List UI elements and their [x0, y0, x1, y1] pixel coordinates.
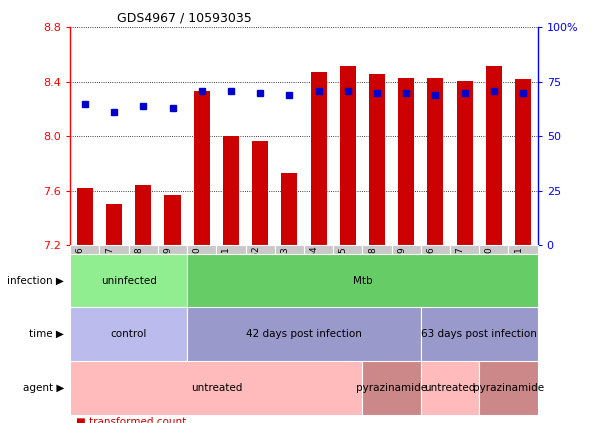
Bar [223, 137, 239, 245]
FancyBboxPatch shape [479, 361, 538, 415]
Text: GSM1165963: GSM1165963 [280, 246, 290, 307]
Text: GSM1165962: GSM1165962 [251, 246, 260, 306]
FancyBboxPatch shape [187, 245, 216, 254]
FancyBboxPatch shape [70, 245, 100, 254]
FancyBboxPatch shape [158, 245, 187, 254]
FancyBboxPatch shape [421, 245, 450, 254]
FancyBboxPatch shape [216, 245, 246, 254]
Text: GSM1165966: GSM1165966 [426, 246, 436, 307]
Bar [135, 185, 152, 245]
FancyBboxPatch shape [508, 245, 538, 254]
Text: untreated: untreated [425, 383, 476, 393]
FancyBboxPatch shape [129, 245, 158, 254]
FancyBboxPatch shape [362, 245, 392, 254]
Text: GSM1165956: GSM1165956 [76, 246, 85, 307]
Bar [194, 91, 210, 245]
Bar [310, 72, 327, 245]
FancyBboxPatch shape [333, 245, 362, 254]
Bar [369, 74, 385, 245]
FancyBboxPatch shape [450, 245, 479, 254]
Text: GSM1165961: GSM1165961 [222, 246, 231, 307]
Text: GSM1165971: GSM1165971 [514, 246, 523, 307]
Text: uninfected: uninfected [101, 276, 156, 286]
Text: GSM1165964: GSM1165964 [310, 246, 318, 306]
Text: pyrazinamide: pyrazinamide [473, 383, 544, 393]
FancyBboxPatch shape [421, 308, 538, 361]
Text: 42 days post infection: 42 days post infection [246, 329, 362, 339]
FancyBboxPatch shape [479, 245, 508, 254]
Text: GSM1165958: GSM1165958 [134, 246, 144, 307]
Text: untreated: untreated [191, 383, 242, 393]
Text: GSM1165957: GSM1165957 [105, 246, 114, 307]
FancyBboxPatch shape [246, 245, 275, 254]
Text: GSM1165965: GSM1165965 [338, 246, 348, 307]
Bar [252, 140, 268, 245]
Text: GSM1165967: GSM1165967 [456, 246, 464, 307]
Text: infection ▶: infection ▶ [7, 276, 64, 286]
FancyBboxPatch shape [421, 361, 479, 415]
FancyBboxPatch shape [304, 245, 333, 254]
Text: Mtb: Mtb [353, 276, 372, 286]
FancyBboxPatch shape [187, 308, 421, 361]
FancyBboxPatch shape [70, 308, 187, 361]
Text: ■ transformed count: ■ transformed count [76, 417, 186, 423]
FancyBboxPatch shape [187, 254, 538, 308]
Bar [515, 79, 531, 245]
FancyBboxPatch shape [275, 245, 304, 254]
Bar [398, 78, 414, 245]
Text: time ▶: time ▶ [29, 329, 64, 339]
Text: GSM1165969: GSM1165969 [397, 246, 406, 307]
Bar [77, 188, 93, 245]
Text: control: control [111, 329, 147, 339]
Bar [340, 66, 356, 245]
Text: GDS4967 / 10593035: GDS4967 / 10593035 [117, 12, 252, 25]
FancyBboxPatch shape [70, 254, 187, 308]
Text: GSM1165959: GSM1165959 [164, 246, 172, 307]
Text: GSM1165968: GSM1165968 [368, 246, 377, 307]
Bar [164, 195, 180, 245]
Text: 63 days post infection: 63 days post infection [422, 329, 537, 339]
Text: agent ▶: agent ▶ [23, 383, 64, 393]
Bar [486, 66, 502, 245]
Bar [106, 204, 122, 245]
FancyBboxPatch shape [70, 361, 362, 415]
Text: pyrazinamide: pyrazinamide [356, 383, 427, 393]
Text: GSM1165970: GSM1165970 [485, 246, 494, 307]
FancyBboxPatch shape [362, 361, 421, 415]
FancyBboxPatch shape [392, 245, 421, 254]
Bar [456, 81, 473, 245]
FancyBboxPatch shape [100, 245, 129, 254]
Text: GSM1165960: GSM1165960 [192, 246, 202, 307]
Bar [428, 78, 444, 245]
Bar [281, 173, 298, 245]
